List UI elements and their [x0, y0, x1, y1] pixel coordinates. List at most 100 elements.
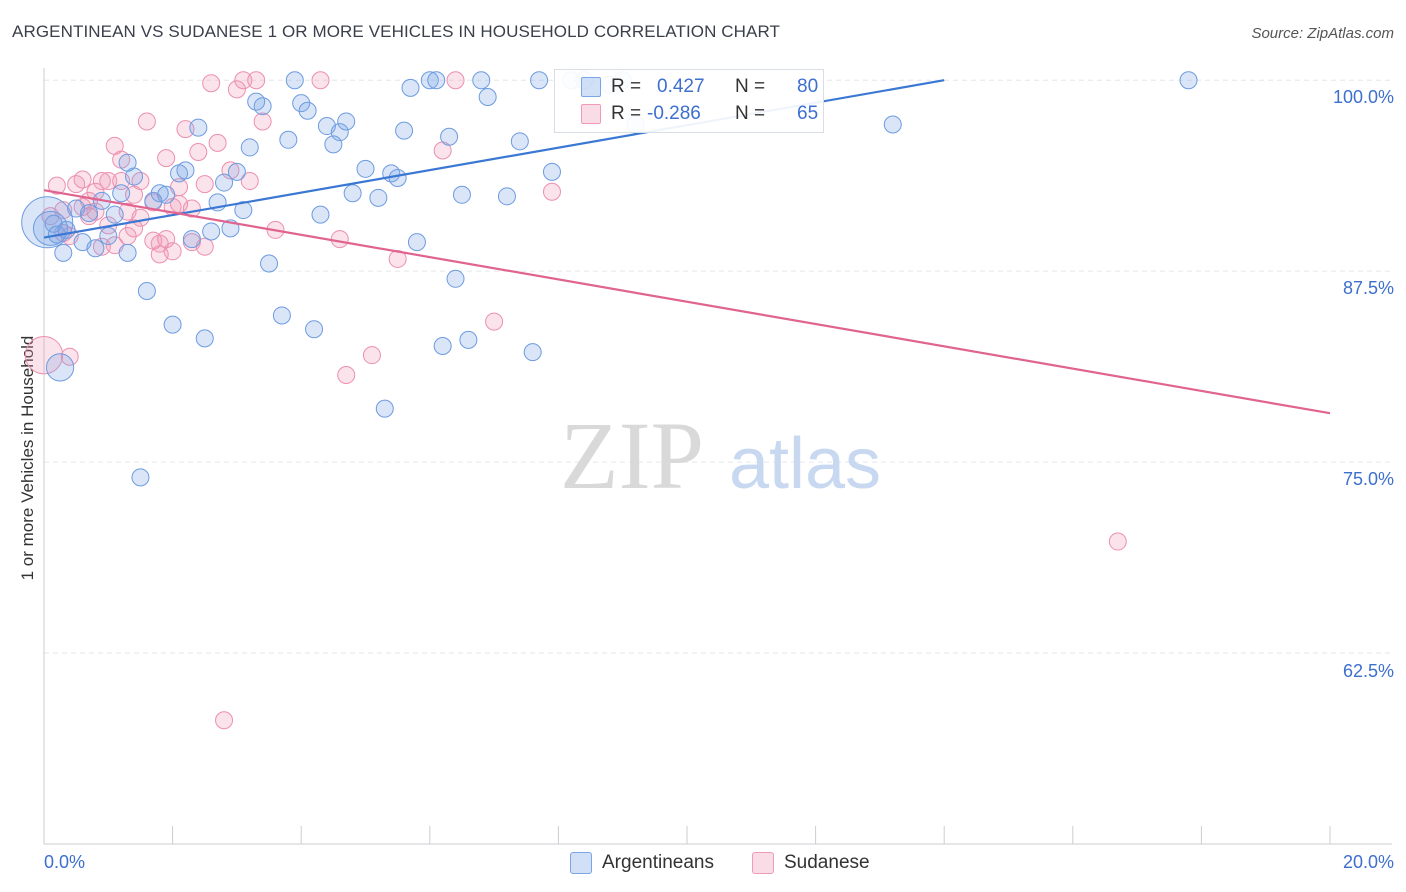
argentinean-point [163, 315, 182, 334]
legend-item-argentineans[interactable]: Argentineans [570, 852, 714, 874]
argentinean-point [227, 162, 246, 181]
argentinean-point [45, 353, 75, 382]
argentinean-point [542, 162, 561, 181]
argentinean-point [260, 254, 279, 273]
sudanese-point [47, 176, 66, 195]
argentinean-point [131, 468, 150, 487]
argentinean-point [182, 230, 201, 249]
legend-swatch-pink [581, 104, 601, 124]
argentinean-point [176, 161, 195, 180]
argentinean-point [105, 205, 124, 224]
argentinean-point [99, 227, 118, 246]
legend-swatch-blue [581, 77, 601, 97]
argentinean-point [510, 132, 529, 151]
x-tick-max: 20.0% [1342, 852, 1394, 872]
argentinean-point [427, 71, 446, 90]
watermark-zip: ZIP [560, 402, 704, 509]
sudanese-point [337, 366, 356, 385]
argentinean-point [86, 239, 105, 258]
sudanese-point [176, 120, 195, 139]
argentinean-point [375, 399, 394, 418]
argentinean-point [523, 343, 542, 362]
argentinean-point [189, 118, 208, 137]
argentinean-point [118, 243, 137, 262]
sudanese-point [157, 230, 176, 249]
argentinean-point [459, 330, 478, 349]
argentinean-point [54, 243, 73, 262]
argentinean-point [279, 130, 298, 149]
argentinean-point [356, 159, 375, 178]
argentinean-point [343, 184, 362, 203]
correlation-legend: R = 0.427 N = 80 R = -0.286 N = 65 [554, 69, 824, 133]
sudanese-point [150, 245, 169, 264]
argentinean-point [330, 123, 349, 142]
legend-item-sudanese[interactable]: Sudanese [752, 852, 870, 874]
r-label: R = [611, 76, 642, 97]
sudanese-point [54, 201, 73, 220]
argentinean-point [407, 233, 426, 252]
sudanese-point [311, 71, 330, 90]
argentinean-point [137, 282, 156, 301]
n-value: 65 [797, 103, 819, 124]
argentinean-point [285, 71, 304, 90]
argentinean-point [388, 168, 407, 187]
argentinean-point [433, 337, 452, 356]
argentinean-point [472, 71, 491, 90]
y-tick-75: 75.0% [1342, 469, 1394, 489]
sudanese-point [60, 347, 79, 366]
sudanese-point [92, 172, 111, 191]
sudanese-point [170, 194, 189, 213]
argentinean-point [215, 173, 234, 192]
sudanese-point [247, 71, 266, 90]
argentinean-point [150, 184, 169, 203]
r-value: -0.286 [647, 103, 701, 124]
argentinean-point [298, 101, 317, 120]
argentinean-point [369, 188, 388, 207]
sudanese-point [362, 346, 381, 365]
sudanese-point [1108, 532, 1127, 551]
sudanese-point [542, 182, 561, 201]
sudanese-point [253, 112, 272, 131]
argentinean-point [118, 153, 137, 172]
argentinean-point [337, 112, 356, 131]
argentinean-point [440, 127, 459, 146]
sudanese-point [92, 237, 111, 256]
n-value: 80 [797, 76, 819, 97]
argentinean-point [195, 329, 214, 348]
argentinean-point [234, 201, 253, 220]
argentinean-point [311, 205, 330, 224]
sudanese-point [234, 71, 253, 90]
argentinean-point [157, 185, 176, 204]
argentinean-point [112, 184, 131, 203]
sudanese-points [24, 71, 1127, 730]
argentinean-point [240, 138, 259, 157]
watermark-atlas: atlas [729, 424, 881, 504]
sudanese-point [125, 219, 144, 238]
sudanese-point [131, 172, 150, 191]
sudanese-point [86, 202, 105, 221]
sudanese-point [215, 711, 234, 730]
legend-swatch [570, 852, 592, 874]
n-label: N = [735, 76, 766, 97]
argentinean-point [1179, 71, 1198, 90]
sudanese-point [67, 175, 86, 194]
sudanese-point [99, 172, 118, 191]
sudanese-point [202, 74, 221, 93]
argentinean-point [420, 71, 439, 90]
r-label: R = [611, 103, 642, 124]
sudanese-point [227, 80, 246, 99]
argentinean-point [452, 185, 471, 204]
argentinean-point [57, 220, 76, 239]
argentinean-point [530, 71, 549, 90]
argentinean-point [202, 222, 221, 241]
argentinean-point [478, 88, 497, 107]
sudanese-point [446, 71, 465, 90]
sudanese-point [330, 230, 349, 249]
sudanese-point [208, 133, 227, 152]
legend-label: Sudanese [784, 852, 870, 873]
y-tick-62-5: 62.5% [1342, 661, 1394, 681]
argentinean-point [247, 92, 266, 111]
grid-lines [44, 79, 1392, 654]
sudanese-trend-line [43, 189, 1331, 415]
